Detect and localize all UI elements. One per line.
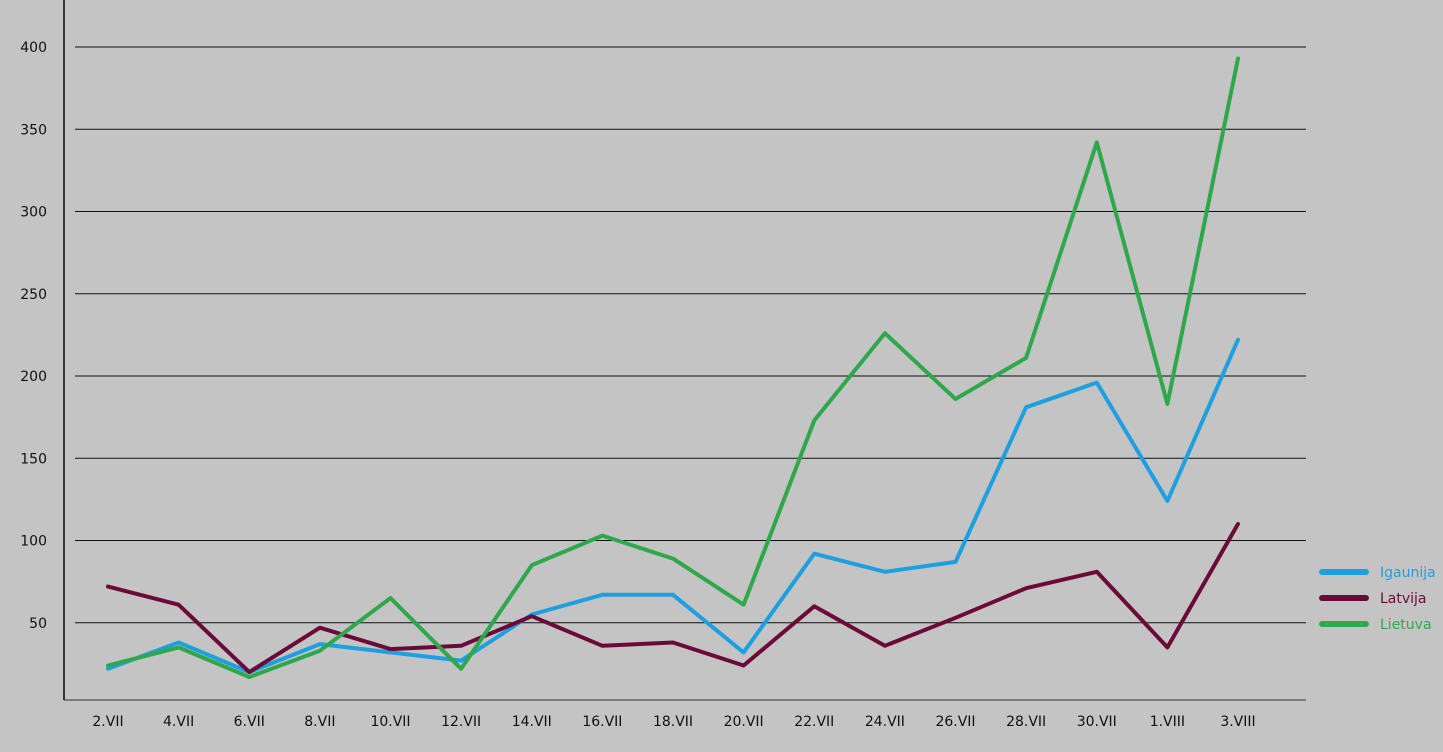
x-tick-label: 8.VII xyxy=(304,714,335,730)
legend-label: Igaunija xyxy=(1380,565,1436,581)
x-tick-label: 10.VII xyxy=(370,714,410,730)
x-tick-label: 2.VII xyxy=(92,714,123,730)
y-tick-labels: 50 100 150 200 250 300 350 400 xyxy=(20,40,47,632)
x-tick-label: 24.VII xyxy=(865,714,905,730)
x-tick-label: 20.VII xyxy=(724,714,764,730)
grid-lines xyxy=(75,46,1306,624)
y-tick-label: 350 xyxy=(20,122,47,138)
y-tick-label: 100 xyxy=(20,534,47,550)
x-tick-label: 30.VII xyxy=(1077,714,1117,730)
x-tick-label: 16.VII xyxy=(582,714,622,730)
y-tick-label: 150 xyxy=(20,451,47,467)
x-tick-label: 3.VIII xyxy=(1220,714,1255,730)
legend-label: Lietuva xyxy=(1380,617,1432,633)
series-line-latvija xyxy=(106,522,1240,675)
legend: Igaunija Latvija Lietuva xyxy=(1319,565,1436,633)
axes xyxy=(63,0,1306,701)
x-tick-label: 28.VII xyxy=(1006,714,1046,730)
x-tick-label: 14.VII xyxy=(512,714,552,730)
y-tick-label: 50 xyxy=(29,616,47,632)
y-tick-label: 250 xyxy=(20,287,47,303)
y-tick-label: 300 xyxy=(20,205,47,221)
series-lines xyxy=(106,56,1240,679)
series-line-lietuva xyxy=(106,56,1240,679)
x-tick-label: 4.VII xyxy=(163,714,194,730)
y-tick-label: 400 xyxy=(20,40,47,56)
x-tick-label: 6.VII xyxy=(234,714,265,730)
x-tick-label: 26.VII xyxy=(935,714,975,730)
x-tick-label: 12.VII xyxy=(441,714,481,730)
x-tick-label: 18.VII xyxy=(653,714,693,730)
x-tick-labels: 2.VII 4.VII 6.VII 8.VII 10.VII 12.VII 14.VII 16… xyxy=(92,714,1255,730)
x-tick-label: 1.VIII xyxy=(1150,714,1185,730)
series-line-igaunija xyxy=(106,337,1240,675)
legend-label: Latvija xyxy=(1380,591,1427,607)
y-tick-label: 200 xyxy=(20,369,47,385)
x-tick-label: 22.VII xyxy=(794,714,834,730)
